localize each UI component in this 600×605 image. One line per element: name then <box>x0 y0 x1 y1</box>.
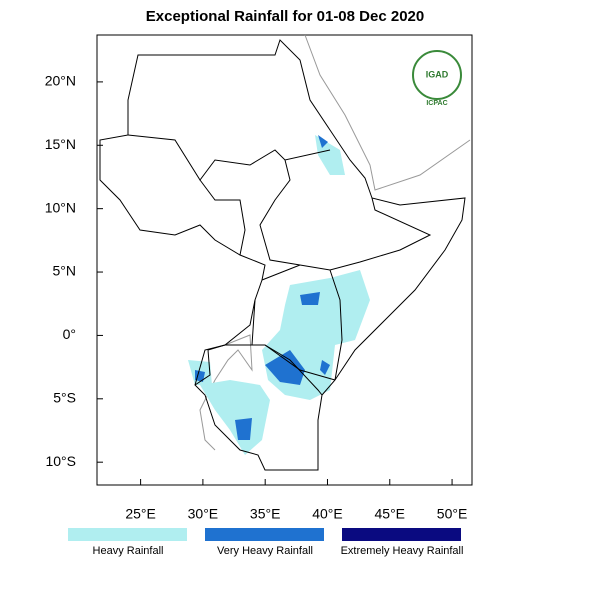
logo: IGAD ICPAC <box>412 50 462 107</box>
x-tick-label: 25°E <box>125 506 156 522</box>
logo-subtitle: ICPAC <box>426 100 447 107</box>
legend-label: Heavy Rainfall <box>93 545 164 557</box>
x-tick-label: 35°E <box>250 506 281 522</box>
map-frame <box>96 34 473 486</box>
legend-label: Very Heavy Rainfall <box>217 545 313 557</box>
x-tick-label: 30°E <box>188 506 219 522</box>
x-tick-label: 40°E <box>312 506 343 522</box>
y-tick-label: 20°N <box>45 73 76 89</box>
y-tick-label: 5°N <box>53 263 77 279</box>
legend-swatch <box>68 528 187 541</box>
y-tick-label: 0° <box>63 326 76 342</box>
legend-swatch <box>342 528 461 541</box>
legend-label: Extremely Heavy Rainfall <box>341 545 464 557</box>
rain-heavy <box>188 135 370 455</box>
y-tick-label: 10°N <box>45 199 76 215</box>
logo-name: IGAD <box>426 69 449 79</box>
country-borders <box>99 39 466 471</box>
x-tick-label: 45°E <box>375 506 406 522</box>
rain-very-heavy <box>195 135 330 440</box>
x-tick-label: 50°E <box>437 506 468 522</box>
grey-lines <box>199 34 471 451</box>
y-tick-label: 5°S <box>53 390 76 406</box>
title: Exceptional Rainfall for 01-08 Dec 2020 <box>146 8 424 25</box>
y-tick-label: 10°S <box>45 453 76 469</box>
y-tick-label: 15°N <box>45 136 76 152</box>
legend-swatch <box>205 528 324 541</box>
